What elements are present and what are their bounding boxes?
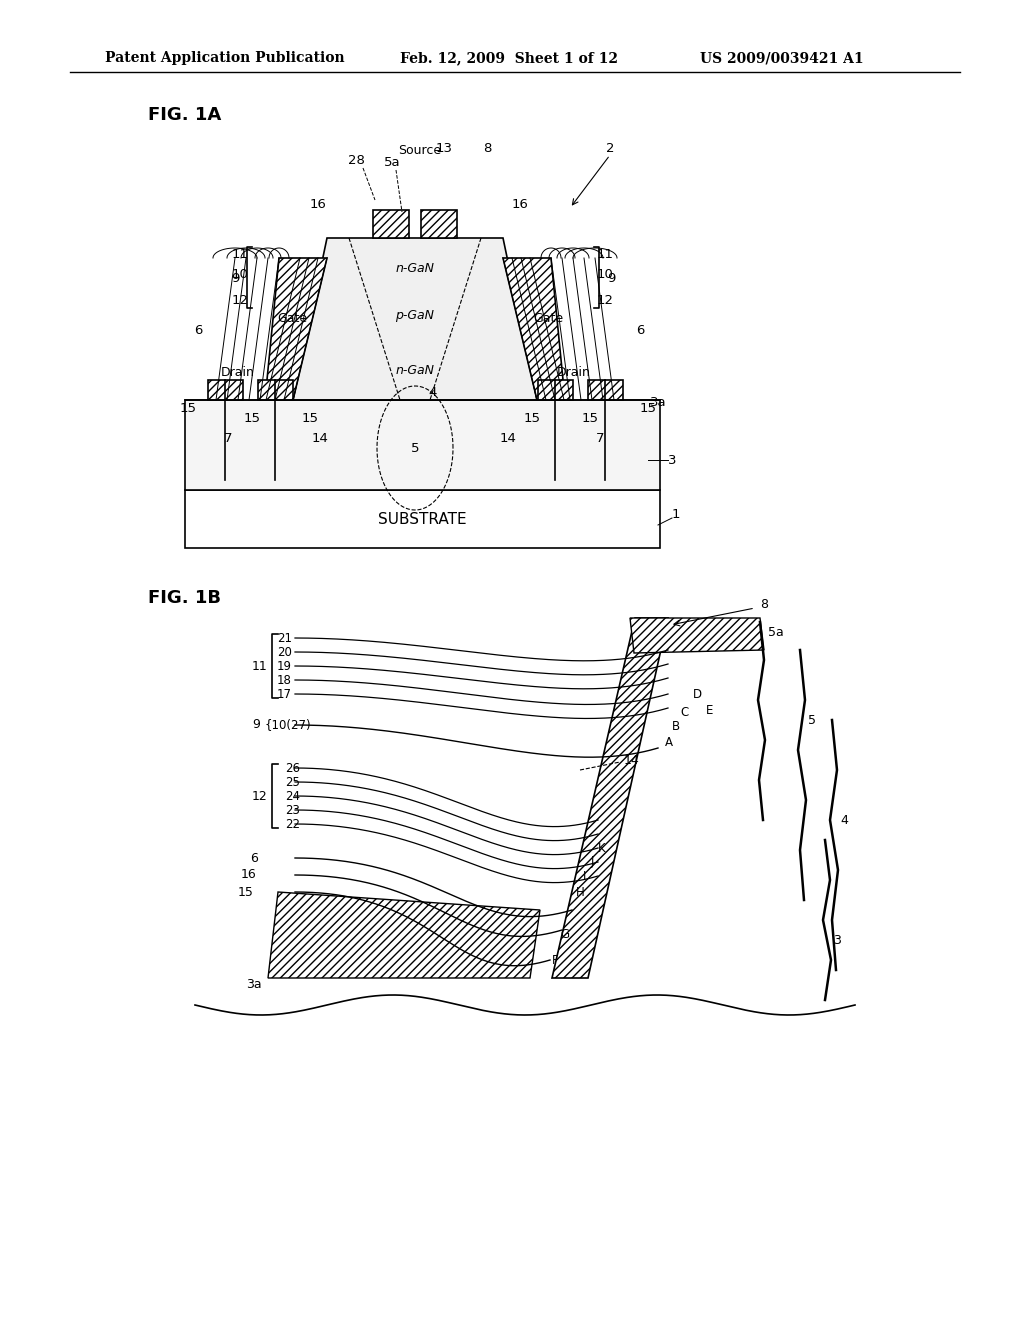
Text: 15: 15 [582,412,598,425]
Text: 4: 4 [840,813,848,826]
Text: 6: 6 [636,323,644,337]
Text: 16: 16 [241,869,256,882]
Polygon shape [538,380,573,400]
Text: 3a: 3a [650,396,667,408]
Text: 3: 3 [833,933,841,946]
Polygon shape [552,618,668,978]
Text: J: J [591,855,594,869]
Polygon shape [421,210,457,238]
Text: 1: 1 [672,507,680,520]
Text: 15: 15 [179,401,197,414]
Text: n-GaN: n-GaN [395,261,434,275]
Text: G: G [560,928,569,941]
Text: 15: 15 [239,886,254,899]
Text: 15: 15 [640,401,656,414]
Text: 9: 9 [231,272,240,285]
Polygon shape [208,380,243,400]
Text: FIG. 1A: FIG. 1A [148,106,221,124]
Text: Patent Application Publication: Patent Application Publication [105,51,345,65]
Text: 5: 5 [808,714,816,726]
Text: p-GaN: p-GaN [395,309,434,322]
Text: 12: 12 [231,293,249,306]
Text: B: B [672,719,680,733]
Text: 12: 12 [251,789,267,803]
Polygon shape [503,257,565,400]
Polygon shape [258,380,293,400]
Text: C: C [680,705,688,718]
Text: 9: 9 [252,718,260,731]
Text: 17: 17 [278,688,292,701]
Text: 21: 21 [278,631,292,644]
Text: n-GaN: n-GaN [395,363,434,376]
Text: 14: 14 [500,432,516,445]
Text: 15: 15 [523,412,541,425]
Text: 3a: 3a [247,978,262,991]
Text: 22: 22 [285,817,300,830]
Text: 5a: 5a [384,156,400,169]
Text: 2: 2 [606,141,614,154]
Text: 4: 4 [429,385,437,399]
Text: {10(27): {10(27) [265,718,311,731]
Text: 5a: 5a [768,626,783,639]
Polygon shape [293,238,537,400]
Text: US 2009/0039421 A1: US 2009/0039421 A1 [700,51,863,65]
Text: 26: 26 [285,762,300,775]
Text: 14: 14 [311,432,329,445]
Text: 24: 24 [285,789,300,803]
Bar [185,400,660,490]
Text: K: K [598,842,605,854]
Text: FIG. 1B: FIG. 1B [148,589,221,607]
Text: 12: 12 [597,293,613,306]
Text: 7: 7 [596,432,604,445]
Text: 23: 23 [285,804,300,817]
Text: 6: 6 [250,851,258,865]
Text: A: A [665,735,673,748]
Text: 11: 11 [597,248,613,261]
Text: 5: 5 [411,441,419,454]
Text: 11: 11 [251,660,267,672]
Text: 8: 8 [482,141,492,154]
Text: 13: 13 [435,141,453,154]
Text: 10: 10 [231,268,249,281]
Text: 14: 14 [624,754,640,767]
Text: Drain: Drain [557,366,591,379]
Polygon shape [268,892,540,978]
Text: 9: 9 [607,272,615,285]
Text: I: I [583,870,587,883]
Text: 15: 15 [301,412,318,425]
Text: 16: 16 [512,198,528,211]
Text: Drain: Drain [221,366,255,379]
Text: F: F [552,953,559,966]
Text: 11: 11 [231,248,249,261]
Polygon shape [630,618,764,653]
Text: SUBSTRATE: SUBSTRATE [378,511,467,527]
Text: D: D [693,689,702,701]
Text: 7: 7 [224,432,232,445]
Text: 6: 6 [194,323,202,337]
Text: E: E [706,704,714,717]
Text: Gate: Gate [532,312,563,325]
Polygon shape [373,210,409,238]
Text: H: H [575,886,585,899]
Text: Source: Source [398,144,441,157]
Polygon shape [588,380,623,400]
Polygon shape [265,257,327,400]
Text: Gate: Gate [276,312,307,325]
Text: 15: 15 [244,412,260,425]
Text: 20: 20 [278,645,292,659]
Text: 25: 25 [285,776,300,788]
Text: 16: 16 [309,198,327,211]
Text: 19: 19 [278,660,292,672]
Text: Feb. 12, 2009  Sheet 1 of 12: Feb. 12, 2009 Sheet 1 of 12 [400,51,618,65]
Text: 28: 28 [347,153,365,166]
Text: 8: 8 [760,598,768,610]
Text: 10: 10 [597,268,613,281]
Text: 18: 18 [278,673,292,686]
Bar [185,490,660,548]
Text: 3: 3 [668,454,676,466]
